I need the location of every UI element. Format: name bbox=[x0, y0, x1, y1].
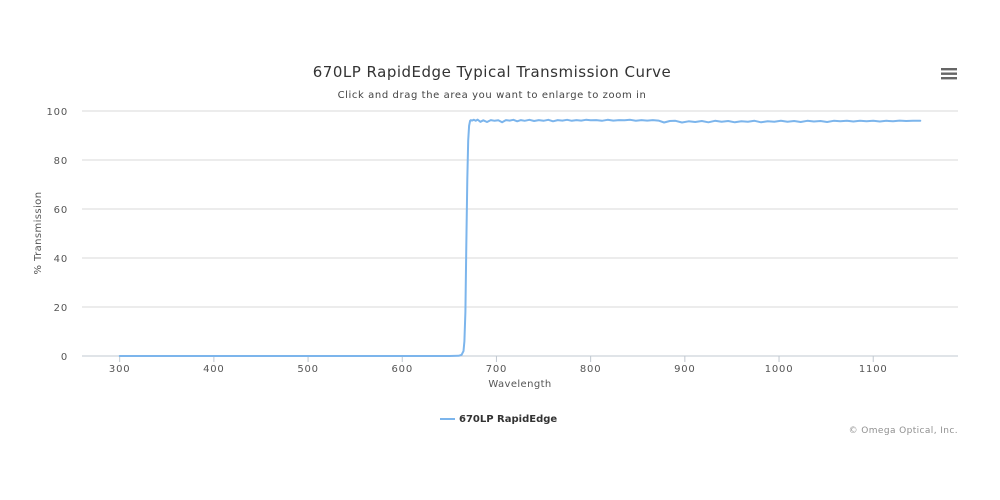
x-tick-label: 700 bbox=[486, 364, 508, 375]
credits-link[interactable]: © Omega Optical, Inc. bbox=[849, 426, 958, 436]
menu-icon bbox=[941, 68, 957, 80]
x-tick-label: 500 bbox=[297, 364, 319, 375]
gridlines bbox=[82, 110, 958, 308]
x-tick-label: 600 bbox=[392, 364, 414, 375]
x-tick-label: 800 bbox=[580, 364, 602, 375]
y-tick-label: 100 bbox=[47, 107, 69, 118]
chart-subtitle: Click and drag the area you want to enla… bbox=[338, 90, 647, 101]
x-tick-label: 400 bbox=[203, 364, 225, 375]
x-tick-label: 900 bbox=[674, 364, 696, 375]
chart-title: 670LP RapidEdge Typical Transmission Cur… bbox=[313, 63, 672, 81]
y-tick-label: 80 bbox=[54, 156, 68, 167]
x-axis: 300 400 500 600 700 800 900 1000 1100 bbox=[82, 355, 958, 375]
y-tick-label: 40 bbox=[54, 254, 68, 265]
y-axis-ticks: 0 20 40 60 80 100 bbox=[47, 107, 69, 363]
y-tick-label: 20 bbox=[54, 303, 68, 314]
x-tick-label: 1000 bbox=[765, 364, 794, 375]
x-tick-label: 1100 bbox=[859, 364, 888, 375]
x-tick-label: 300 bbox=[109, 364, 131, 375]
legend-label[interactable]: 670LP RapidEdge bbox=[459, 414, 557, 425]
y-axis-title: % Transmission bbox=[33, 192, 44, 275]
context-menu-button[interactable] bbox=[936, 64, 962, 84]
plot-area[interactable] bbox=[118, 118, 922, 357]
legend-item[interactable]: 670LP RapidEdge bbox=[440, 414, 557, 425]
y-tick-label: 60 bbox=[54, 205, 68, 216]
y-tick-label: 0 bbox=[61, 352, 68, 363]
series-line[interactable] bbox=[118, 118, 922, 357]
x-axis-title: Wavelength bbox=[488, 379, 551, 390]
